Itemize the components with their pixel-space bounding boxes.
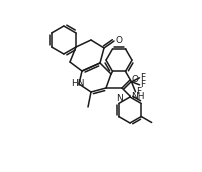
Text: O: O xyxy=(131,75,138,84)
Text: F: F xyxy=(137,87,142,96)
Text: F: F xyxy=(141,73,146,82)
Text: O: O xyxy=(116,36,122,45)
Text: F: F xyxy=(141,80,146,89)
Text: NH: NH xyxy=(131,92,144,100)
Text: HN: HN xyxy=(71,78,84,88)
Text: N: N xyxy=(116,94,123,103)
